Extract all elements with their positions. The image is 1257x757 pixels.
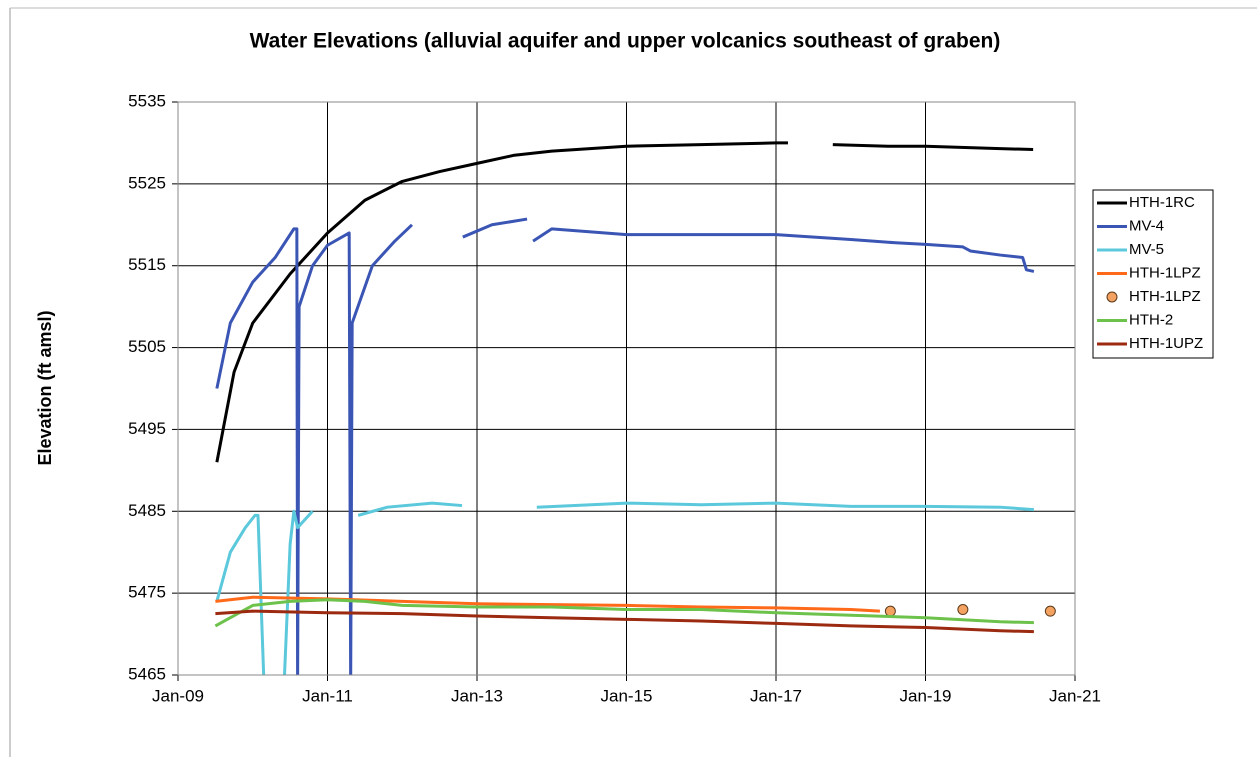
y-tick-label: 5495 (128, 419, 166, 438)
x-tick-label: Jan-17 (750, 686, 802, 705)
y-tick-label: 5465 (128, 664, 166, 683)
x-tick-label: Jan-21 (1049, 686, 1101, 705)
y-axis-label: Elevation (ft amsl) (35, 310, 55, 465)
y-tick-label: 5525 (128, 173, 166, 192)
data-point (1044, 605, 1056, 617)
legend-label: MV-5 (1129, 241, 1164, 258)
legend-label: HTH-1LPZ (1129, 288, 1201, 305)
x-tick-label: Jan-15 (601, 686, 653, 705)
series-line (214, 598, 1034, 628)
legend-label: HTH-1RC (1129, 194, 1195, 211)
chart-title: Water Elevations (alluvial aquifer and u… (250, 30, 1001, 53)
series-line (215, 501, 1034, 675)
y-tick-label: 5475 (128, 583, 166, 602)
x-tick-label: Jan-09 (152, 686, 204, 705)
x-tick-label: Jan-19 (900, 686, 952, 705)
legend-marker (1106, 291, 1118, 303)
series-line (215, 217, 1035, 675)
series-line (215, 609, 1034, 634)
series-line (215, 141, 1034, 463)
x-tick-label: Jan-13 (451, 686, 503, 705)
x-tick-label: Jan-11 (302, 686, 353, 705)
legend-label: MV-4 (1129, 217, 1164, 234)
data-point (884, 605, 896, 617)
y-tick-label: 5515 (128, 255, 166, 274)
series-line (215, 595, 880, 613)
legend-label: HTH-1LPZ (1129, 264, 1201, 281)
y-tick-label: 5505 (128, 337, 166, 356)
plot-border (177, 101, 1076, 676)
legend-label: HTH-2 (1129, 311, 1173, 328)
legend-label: HTH-1UPZ (1129, 335, 1203, 352)
y-tick-label: 5485 (128, 501, 166, 520)
data-point (957, 604, 969, 616)
y-tick-label: 5535 (128, 91, 166, 110)
